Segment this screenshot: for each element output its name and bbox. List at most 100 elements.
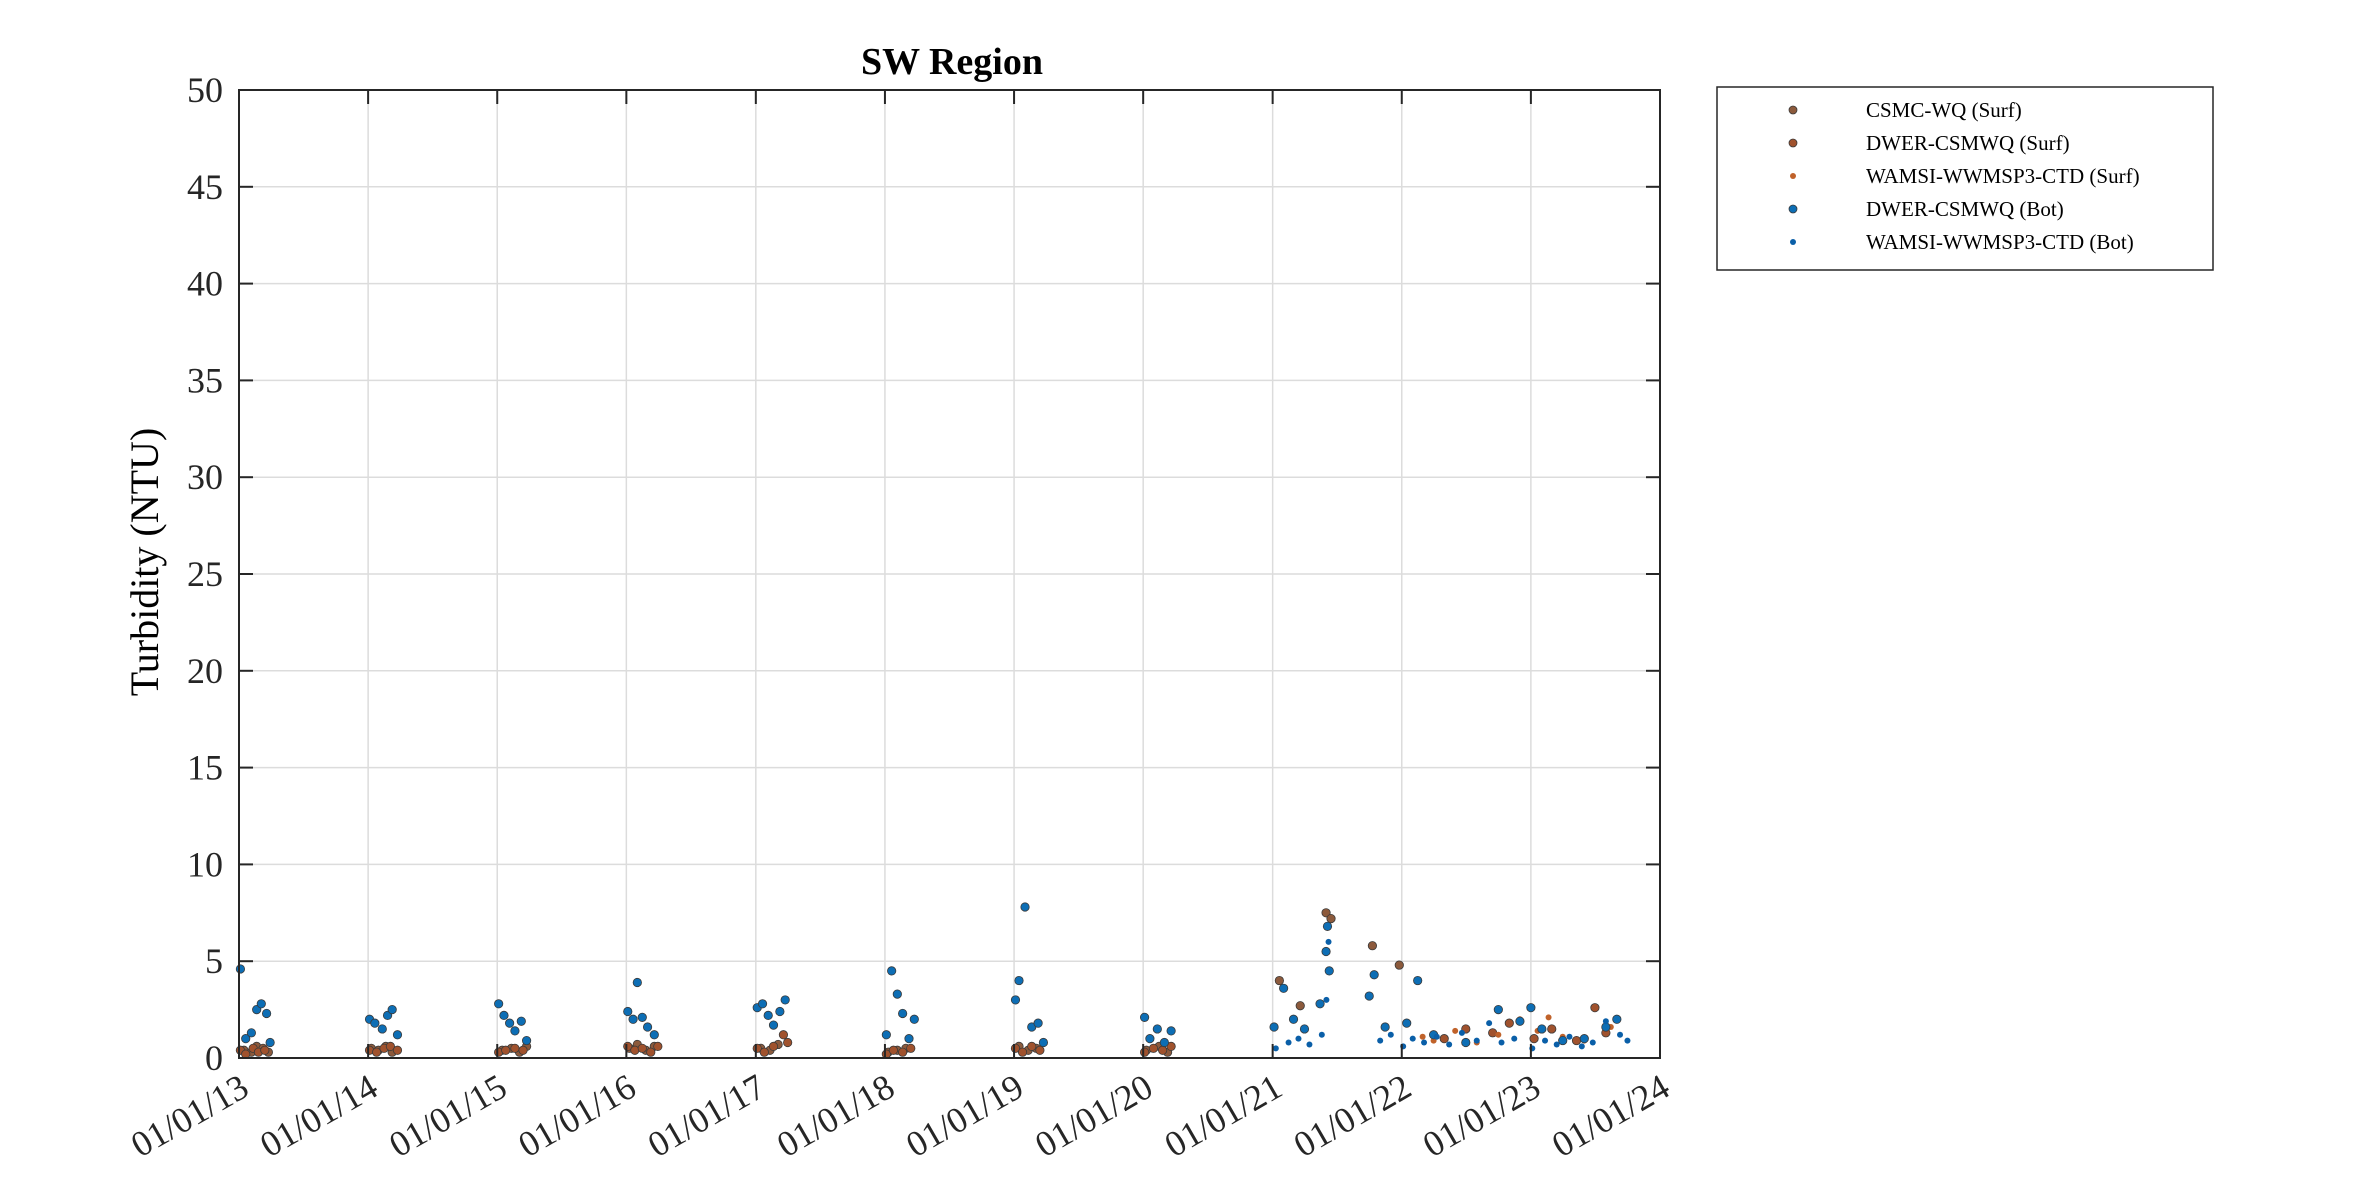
data-point	[246, 1028, 256, 1038]
data-point	[1318, 1031, 1325, 1038]
data-point	[887, 966, 897, 976]
data-point	[1321, 946, 1331, 957]
data-point	[1269, 1022, 1279, 1032]
data-point	[768, 1041, 779, 1051]
data-point	[906, 1043, 916, 1053]
grid	[238, 89, 1661, 1059]
data-point	[1495, 1031, 1502, 1038]
data-point	[757, 999, 768, 1009]
data-point	[1166, 1026, 1176, 1036]
legend-label: WAMSI-WWMSP3-CTD (Surf)	[1866, 164, 2140, 188]
legend-marker	[1790, 239, 1796, 245]
data-point	[1515, 1016, 1525, 1026]
data-point	[1547, 1024, 1557, 1034]
data-point	[759, 1047, 769, 1057]
data-point	[1364, 991, 1374, 1001]
data-point	[1288, 1014, 1299, 1024]
data-point	[642, 1022, 653, 1032]
data-point	[1166, 1041, 1176, 1051]
data-point	[1558, 1035, 1568, 1046]
data-point	[898, 1047, 908, 1057]
data-point	[510, 1026, 520, 1036]
x-tick-label: 01/01/17	[641, 1066, 772, 1165]
data-point	[1498, 1039, 1505, 1046]
data-point	[265, 1037, 275, 1048]
data-point	[892, 989, 902, 999]
y-tick-label: 0	[205, 1038, 223, 1078]
data-point	[1537, 1024, 1547, 1034]
data-point	[1369, 970, 1379, 980]
data-point	[377, 1024, 387, 1034]
data-point	[1158, 1045, 1168, 1055]
data-point	[646, 1047, 656, 1057]
data-points	[235, 902, 1631, 1059]
data-point	[1299, 1024, 1310, 1034]
data-point	[1014, 975, 1024, 986]
data-point	[775, 1006, 785, 1017]
tick-marks	[238, 89, 1661, 1059]
data-point	[1419, 1033, 1426, 1040]
data-point	[1446, 1041, 1453, 1048]
y-tick-label: 30	[187, 457, 223, 497]
data-point	[1461, 1037, 1471, 1048]
data-point	[1590, 1003, 1600, 1013]
data-point	[637, 1012, 647, 1022]
data-point	[1035, 1045, 1045, 1055]
legend-label: DWER-CSMWQ (Surf)	[1866, 131, 2070, 155]
data-point	[260, 1045, 270, 1055]
data-point	[505, 1018, 515, 1028]
data-point	[392, 1030, 403, 1040]
legend-marker	[1788, 105, 1798, 115]
x-tick-label: 01/01/14	[253, 1066, 384, 1165]
data-point	[1027, 1041, 1037, 1051]
data-point	[241, 1034, 251, 1044]
y-tick-label: 5	[205, 941, 223, 981]
data-point	[1285, 1039, 1292, 1046]
y-tick-label: 25	[187, 554, 223, 594]
x-tick-label: 01/01/18	[770, 1066, 901, 1165]
data-point	[1473, 1037, 1480, 1044]
legend-label: WAMSI-WWMSP3-CTD (Bot)	[1866, 230, 2134, 254]
data-point	[780, 995, 790, 1005]
data-point	[1545, 1014, 1552, 1021]
legend-marker	[1788, 204, 1798, 214]
data-point	[499, 1010, 509, 1021]
x-tick-label: 01/01/16	[511, 1066, 642, 1165]
data-point	[1421, 1039, 1428, 1046]
data-point	[904, 1034, 914, 1044]
data-point	[1010, 995, 1021, 1005]
data-point	[518, 1045, 528, 1055]
data-point	[1433, 1033, 1440, 1040]
data-point	[1504, 1018, 1514, 1028]
y-tick-label: 10	[187, 844, 223, 884]
data-point	[261, 1008, 272, 1019]
data-point	[778, 1030, 789, 1040]
legend: CSMC-WQ (Surf) DWER-CSMWQ (Surf) WAMSI-WWM…	[1716, 86, 2214, 271]
data-point	[1152, 1024, 1162, 1034]
data-point	[1326, 914, 1336, 924]
data-point	[510, 1043, 520, 1053]
x-axis-tick-labels: 01/01/1301/01/1401/01/1501/01/1601/01/17…	[124, 1066, 1676, 1165]
x-tick-label: 01/01/20	[1028, 1066, 1159, 1165]
data-point	[1511, 1035, 1518, 1042]
x-tick-label: 01/01/22	[1287, 1066, 1418, 1165]
data-point	[1413, 975, 1423, 986]
legend-label: CSMC-WQ (Surf)	[1866, 98, 2022, 122]
data-point	[909, 1014, 919, 1024]
data-point	[235, 964, 246, 974]
x-tick-label: 01/01/19	[899, 1066, 1030, 1165]
data-point	[516, 1016, 526, 1026]
data-point	[649, 1030, 659, 1040]
data-point	[1542, 1037, 1549, 1044]
data-point	[1529, 1034, 1539, 1044]
data-point	[1139, 1047, 1150, 1057]
series-1	[239, 908, 1404, 1057]
data-point	[392, 1045, 403, 1055]
data-point	[783, 1037, 793, 1048]
data-point	[632, 977, 642, 988]
x-tick-label: 01/01/15	[382, 1066, 513, 1165]
y-tick-label: 45	[187, 167, 223, 207]
data-point	[1402, 1018, 1412, 1028]
x-tick-label: 01/01/24	[1545, 1066, 1676, 1165]
